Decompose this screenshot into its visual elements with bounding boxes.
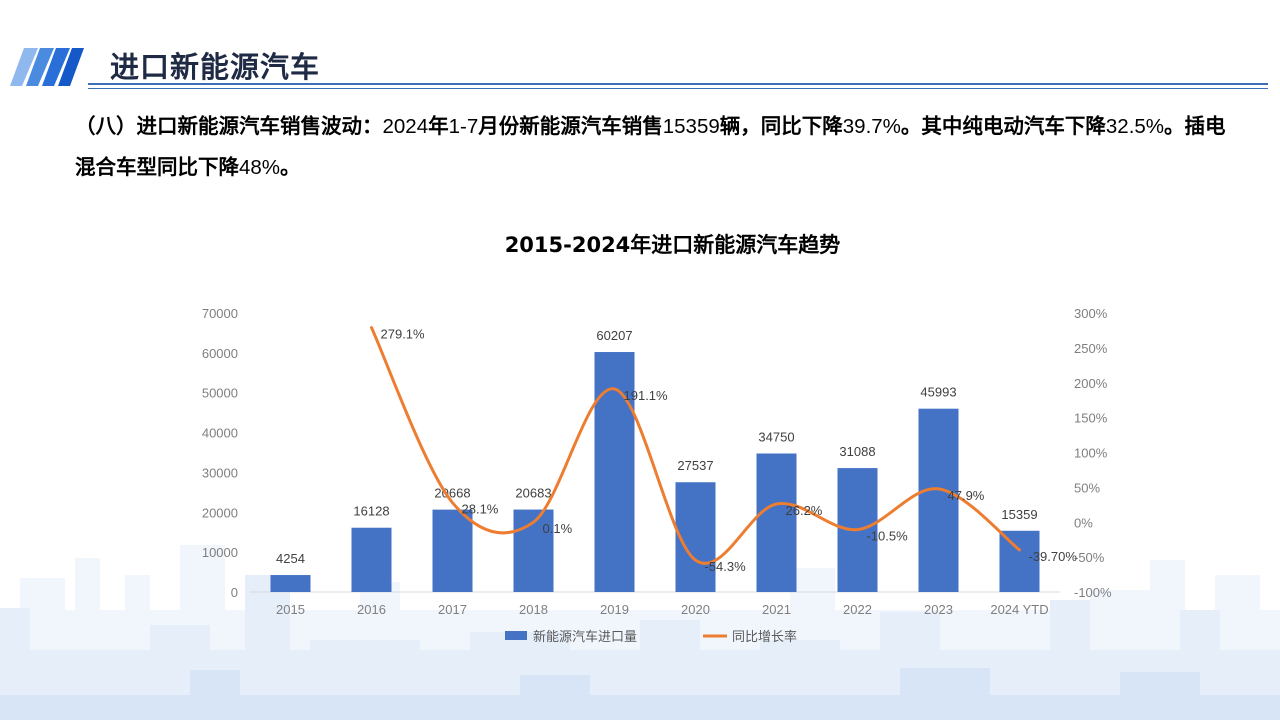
bar-value-label: 15359 (1001, 507, 1037, 522)
bar-value-label: 60207 (596, 328, 632, 343)
x-tick-label: 2017 (438, 602, 467, 617)
growth-rate-label: -54.3% (705, 559, 747, 574)
summary-number: 39.7% (842, 115, 901, 138)
bar-value-label: 27537 (677, 458, 713, 473)
y-left-tick-label: 40000 (202, 426, 238, 441)
x-tick-label: 2021 (762, 602, 791, 617)
y-left-tick-label: 0 (231, 585, 238, 600)
summary-number: 1-7 (448, 115, 479, 138)
page-title: 进口新能源汽车 (110, 50, 321, 84)
y-left-tick-label: 30000 (202, 465, 238, 480)
summary-text: 。 (280, 155, 301, 179)
bar (675, 482, 716, 592)
summary-text: 年 (428, 114, 449, 138)
x-tick-label: 2024 YTD (990, 602, 1048, 617)
y-left-tick-label: 10000 (202, 545, 238, 560)
legend-bar-label: 新能源汽车进口量 (533, 629, 637, 645)
summary-number: 32.5% (1105, 115, 1165, 138)
stripes-logo-icon (10, 48, 84, 86)
bar-value-label: 20683 (515, 486, 551, 501)
bar-value-label: 34750 (758, 429, 794, 444)
x-tick-label: 2018 (519, 602, 548, 617)
y-right-tick-label: -50% (1074, 550, 1105, 565)
x-tick-label: 2015 (276, 602, 305, 617)
growth-rate-label: 47.9% (948, 488, 985, 503)
chart-title: 2015-2024年进口新能源汽车趋势 (504, 233, 841, 257)
summary-text: 辆，同比下降 (719, 114, 843, 138)
y-left-tick-label: 20000 (202, 505, 238, 520)
y-right-tick-label: 50% (1074, 480, 1100, 495)
summary-number: 2024 (382, 115, 429, 138)
growth-rate-label: 191.1% (624, 388, 669, 403)
x-tick-label: 2016 (357, 602, 386, 617)
x-tick-label: 2023 (924, 602, 953, 617)
bar-value-label: 45993 (920, 385, 956, 400)
x-tick-label: 2022 (843, 602, 872, 617)
legend-bar-swatch (505, 631, 527, 640)
summary-text: （八）进口新能源汽车销售波动： (75, 114, 383, 138)
growth-rate-label: -10.5% (867, 529, 909, 544)
growth-rate-label: -39.70% (1029, 549, 1078, 564)
bar-value-label: 4254 (276, 551, 305, 566)
y-right-tick-label: 300% (1074, 306, 1108, 321)
bar (756, 453, 797, 592)
bar-value-label: 20668 (434, 486, 470, 501)
bar (351, 527, 392, 592)
y-right-tick-label: -100% (1074, 585, 1112, 600)
header: 进口新能源汽车 (0, 0, 1280, 100)
summary-paragraph: （八）进口新能源汽车销售波动：2024年1-7月份新能源汽车销售15359辆，同… (75, 106, 1235, 188)
header-divider-thin (88, 88, 1268, 89)
growth-rate-label: 28.1% (462, 502, 499, 517)
y-right-tick-label: 150% (1074, 411, 1108, 426)
y-right-tick-label: 250% (1074, 341, 1108, 356)
y-left-tick-label: 60000 (202, 346, 238, 361)
summary-text: 月份新能源汽车销售 (478, 114, 663, 138)
growth-rate-label: 279.1% (381, 327, 426, 342)
growth-rate-label: 26.2% (786, 503, 823, 518)
y-right-tick-label: 0% (1074, 515, 1093, 530)
x-tick-label: 2019 (600, 602, 629, 617)
summary-number: 48% (239, 156, 281, 179)
bar (999, 530, 1040, 592)
bar (918, 408, 959, 592)
summary-text: 。插电混合车型同比下降 (75, 114, 1226, 179)
y-left-tick-label: 50000 (202, 386, 238, 401)
header-divider (88, 83, 1268, 85)
growth-rate-label: 0.1% (543, 521, 573, 536)
y-right-tick-label: 100% (1074, 446, 1108, 461)
bar-value-label: 16128 (353, 504, 389, 519)
bar-value-label: 31088 (839, 444, 875, 459)
bar (270, 575, 311, 592)
legend-line-label: 同比增长率 (732, 629, 797, 645)
summary-text: 。其中纯电动汽车下降 (900, 114, 1106, 138)
y-right-tick-label: 200% (1074, 376, 1108, 391)
bar (432, 509, 473, 592)
x-tick-label: 2020 (681, 602, 710, 617)
y-left-tick-label: 70000 (202, 306, 238, 321)
bar (594, 352, 635, 592)
growth-rate-line (370, 326, 1021, 565)
summary-number: 15359 (662, 115, 720, 138)
